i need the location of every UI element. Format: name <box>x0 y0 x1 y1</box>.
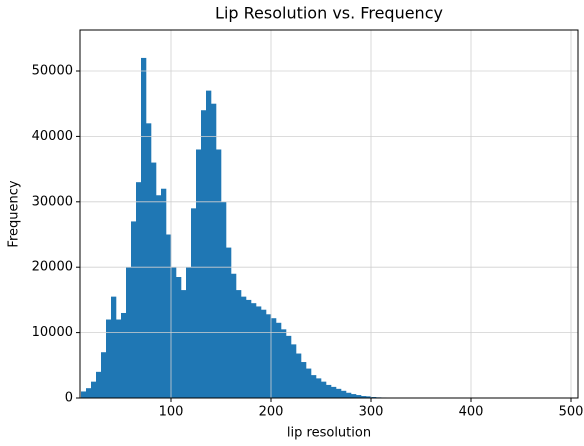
bar <box>291 344 296 398</box>
bar <box>201 110 206 398</box>
bar <box>311 375 316 398</box>
bar <box>306 369 311 398</box>
bar <box>276 323 281 398</box>
bar <box>216 149 221 398</box>
bar <box>136 182 141 398</box>
bar <box>331 387 336 398</box>
bar <box>191 208 196 398</box>
bar <box>81 391 86 398</box>
bar <box>351 394 356 398</box>
bar <box>116 320 121 398</box>
bar <box>261 310 266 398</box>
bar <box>106 320 111 398</box>
bar <box>236 290 241 398</box>
y-tick-label: 50000 <box>32 64 73 79</box>
bar <box>161 189 166 398</box>
bar <box>341 391 346 398</box>
bar <box>321 382 326 398</box>
bar <box>151 163 156 398</box>
bar <box>111 297 116 398</box>
y-tick-label: 10000 <box>32 325 73 340</box>
x-tick-label: 200 <box>259 405 284 420</box>
bar <box>196 149 201 398</box>
bar <box>146 123 151 398</box>
bar <box>266 314 271 398</box>
bar <box>246 300 251 398</box>
chart-title: Lip Resolution vs. Frequency <box>215 4 443 23</box>
y-axis-label: Frequency <box>7 180 22 247</box>
x-tick-label: 400 <box>459 405 484 420</box>
bar <box>181 290 186 398</box>
bar <box>256 306 261 398</box>
bar <box>226 248 231 398</box>
bar <box>336 389 341 398</box>
x-axis-label: lip resolution <box>287 426 371 441</box>
bar <box>211 104 216 398</box>
bar <box>231 274 236 398</box>
bar <box>281 329 286 398</box>
x-tick-label: 300 <box>359 405 384 420</box>
y-tick-label: 30000 <box>32 194 73 209</box>
bar <box>96 372 101 398</box>
bar <box>131 221 136 398</box>
bar <box>296 354 301 398</box>
bar <box>286 336 291 398</box>
bar <box>91 382 96 398</box>
bar <box>176 277 181 398</box>
bar <box>101 352 106 398</box>
x-tick-label: 100 <box>159 405 184 420</box>
bar <box>271 318 276 398</box>
bar <box>141 58 146 398</box>
bar <box>221 202 226 398</box>
y-tick-label: 20000 <box>32 260 73 275</box>
bar <box>316 378 321 398</box>
bar <box>241 297 246 398</box>
x-tick-label: 500 <box>559 405 584 420</box>
bar <box>86 388 91 398</box>
bar <box>346 393 351 398</box>
y-tick-label: 40000 <box>32 129 73 144</box>
bar <box>166 235 171 398</box>
bar <box>156 195 161 398</box>
bar <box>301 362 306 398</box>
bar <box>326 385 331 398</box>
y-tick-label: 0 <box>65 391 73 406</box>
bar <box>121 313 126 398</box>
bar <box>251 303 256 398</box>
